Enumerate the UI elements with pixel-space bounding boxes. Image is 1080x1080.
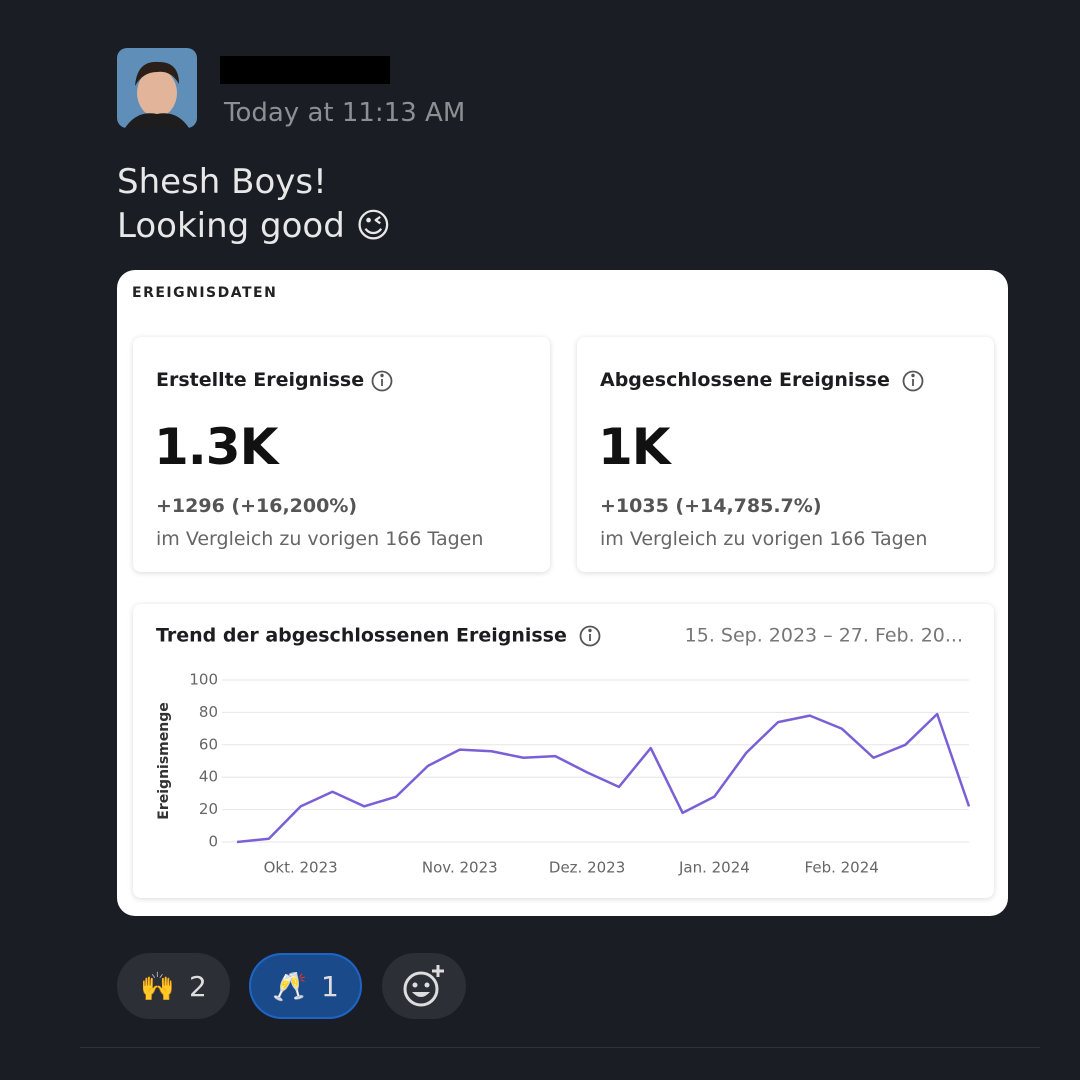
y-tick-label: 60 <box>199 735 218 753</box>
redacted-name <box>220 56 390 84</box>
metric-card <box>133 337 550 572</box>
info-icons <box>371 370 924 647</box>
chart-card <box>133 604 994 898</box>
reaction[interactable]: 🙌 2 <box>117 953 230 1019</box>
y-tick-label: 100 <box>189 671 218 689</box>
add-reaction-button[interactable] <box>382 953 466 1019</box>
message-line: Shesh Boys! <box>117 162 327 202</box>
y-tick-label: 80 <box>199 703 218 721</box>
metric-value: 1.3K <box>154 418 278 476</box>
x-tick-label: Dez. 2023 <box>549 859 625 877</box>
divider <box>80 1047 1040 1048</box>
add-reaction-icon <box>403 965 444 1007</box>
avatar[interactable] <box>117 48 197 128</box>
chart-title: Trend der abgeschlossenen Ereignisse <box>156 625 567 647</box>
y-tick-label: 40 <box>199 768 218 786</box>
y-axis-label: Ereignismenge <box>156 702 172 819</box>
section-title: EREIGNISDATEN <box>132 285 278 301</box>
metric-card <box>577 337 994 572</box>
x-tick-label: Feb. 2024 <box>805 859 879 877</box>
metric-title: Abgeschlossene Ereignisse <box>600 369 890 391</box>
x-tick-label: Nov. 2023 <box>422 859 498 877</box>
metric-change: +1035 (+14,785.7%) <box>600 495 822 517</box>
reaction-count: 1 <box>321 969 339 1003</box>
reaction-emoji: 🥂 <box>272 969 308 1003</box>
x-tick-label: Okt. 2023 <box>264 859 338 877</box>
metric-value: 1K <box>598 418 671 476</box>
chart-subtitle: 15. Sep. 2023 – 27. Feb. 20... <box>685 625 963 647</box>
reaction-emoji: 🙌 <box>140 969 176 1003</box>
y-tick-label: 20 <box>199 800 218 818</box>
timestamp: Today at 11:13 AM <box>224 98 466 128</box>
message-line: Looking good 😉 <box>117 206 392 246</box>
trend-line <box>236 712 971 844</box>
reaction[interactable]: 🥂 1 <box>249 953 362 1019</box>
metric-comparison: im Vergleich zu vorigen 166 Tagen <box>600 528 928 550</box>
metric-change: +1296 (+16,200%) <box>156 495 358 517</box>
y-tick-label: 0 <box>208 833 218 851</box>
metric-comparison: im Vergleich zu vorigen 166 Tagen <box>156 528 484 550</box>
reaction-count: 2 <box>189 969 207 1003</box>
metric-title: Erstellte Ereignisse <box>156 369 365 391</box>
x-tick-label: Jan. 2024 <box>678 859 750 877</box>
